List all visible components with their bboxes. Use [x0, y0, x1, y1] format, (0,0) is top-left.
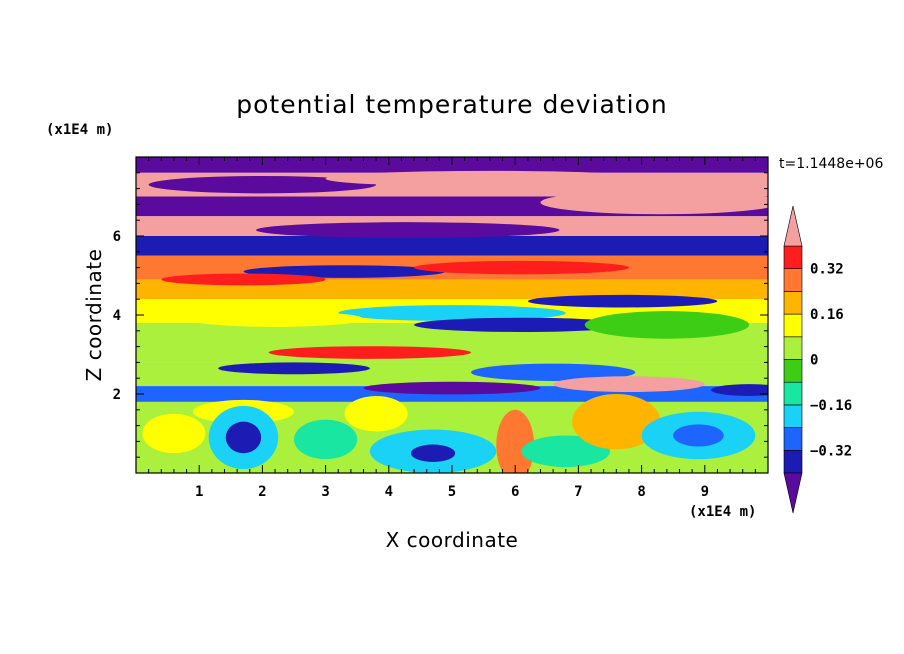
x-tick-label: 5: [448, 484, 456, 500]
plot-area: [136, 157, 768, 473]
field-feature-15: [218, 362, 370, 375]
field-feature-12: [186, 311, 364, 327]
field-feature-32: [711, 384, 768, 396]
field-feature-31: [344, 395, 408, 432]
time-label: t=1.1448e+06: [779, 156, 883, 172]
field-feature-2: [540, 190, 768, 215]
field-feature-22: [294, 419, 358, 460]
y-tick-label: 4: [113, 308, 121, 324]
y-unit-label: (x1E4 m): [46, 122, 113, 138]
x-tick-label: 4: [385, 484, 393, 500]
field-feature-11: [414, 317, 629, 332]
y-axis-label: Z coordinate: [82, 249, 106, 382]
field-feature-10: [338, 305, 566, 321]
colorbar-label: 0.32: [810, 262, 844, 278]
field-feature-14: [268, 346, 471, 359]
field-feature-17: [553, 376, 705, 393]
field-feature-16: [470, 363, 636, 381]
field-feature-25: [496, 409, 535, 473]
field-feature-30: [142, 413, 206, 454]
colorbar-segment-0: [783, 449, 803, 474]
field-feature-5: [407, 237, 768, 255]
field-feature-8: [161, 273, 326, 286]
colorbar-segment-4: [783, 359, 803, 383]
x-tick-label: 2: [258, 484, 266, 500]
x-tick-label: 8: [637, 484, 645, 500]
field-feature-26: [521, 435, 610, 468]
colorbar-label: 0.16: [810, 307, 844, 323]
x-tick-label: 3: [321, 484, 329, 500]
colorbar-label: −0.16: [810, 398, 852, 414]
colorbar-label: −0.32: [810, 443, 852, 459]
field-feature-4: [256, 222, 560, 238]
field-feature-29: [673, 424, 724, 447]
x-axis-label: X coordinate: [386, 528, 519, 552]
field-feature-24: [410, 444, 456, 462]
colorbar-extend-low: [783, 472, 803, 514]
field-feature-7: [414, 260, 629, 275]
field-feature-27: [572, 394, 661, 450]
field-feature-21: [225, 421, 262, 454]
colorbar-segment-1: [783, 427, 803, 451]
field-feature-1: [325, 170, 655, 187]
colorbar-extend-high: [783, 205, 803, 247]
y-tick-label: 2: [113, 387, 121, 403]
x-unit-label: (x1E4 m): [689, 504, 756, 520]
x-tick-label: 6: [511, 484, 519, 500]
chart-title: potential temperature deviation: [236, 90, 667, 119]
colorbar-segment-6: [783, 313, 803, 338]
colorbar-segment-9: [783, 245, 803, 270]
colorbar-segment-5: [783, 336, 803, 360]
colorbar-segment-8: [783, 268, 803, 292]
field-feature-18: [363, 381, 541, 395]
field-feature-13: [584, 311, 750, 339]
colorbar: 0.32 0.16 0 −0.16 −0.32: [783, 205, 852, 514]
colorbar-label: 0: [810, 353, 818, 369]
field-feature-3: [136, 217, 276, 232]
field-feature-9: [527, 294, 718, 308]
colorbar-segment-3: [783, 381, 803, 406]
field-feature-0: [148, 175, 377, 194]
field-band-6: [136, 279, 768, 300]
x-tick-label: 1: [195, 484, 203, 500]
y-tick-label: 6: [113, 229, 121, 245]
colorbar-segment-2: [783, 404, 803, 428]
field-feature-6: [243, 265, 446, 278]
x-tick-label: 9: [701, 484, 709, 500]
x-tick-label: 7: [574, 484, 582, 500]
axis-ticks: 1 2 3 4 5 6 7 8 9 2 4 6: [113, 157, 769, 500]
colorbar-segment-7: [783, 291, 803, 315]
